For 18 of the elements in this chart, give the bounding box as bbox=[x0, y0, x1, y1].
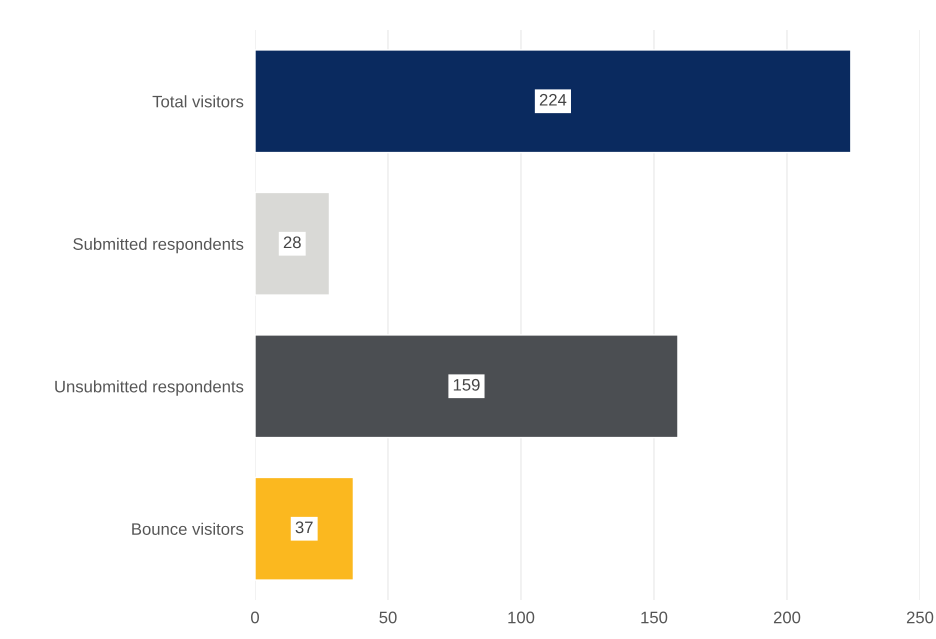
y-tick-label: Unsubmitted respondents bbox=[55, 380, 244, 396]
x-tick-label: 100 bbox=[508, 612, 534, 624]
y-tick-label: Submitted respondents bbox=[73, 238, 244, 254]
data-label: 159 bbox=[454, 378, 480, 391]
x-tick-label: 250 bbox=[906, 612, 934, 624]
y-tick-label: Total visitors bbox=[152, 95, 244, 108]
bar bbox=[255, 334, 679, 438]
data-label: 224 bbox=[540, 94, 566, 106]
bar bbox=[255, 192, 330, 296]
bar bbox=[255, 49, 852, 154]
data-label: 37 bbox=[296, 521, 313, 534]
y-tick-label: Bounce visitors bbox=[132, 522, 244, 535]
x-tick-label: 200 bbox=[774, 612, 800, 624]
data-label: 28 bbox=[284, 236, 301, 248]
x-tick-label: 0 bbox=[251, 612, 259, 624]
bar bbox=[255, 476, 354, 581]
x-tick-label: 50 bbox=[379, 612, 397, 624]
x-tick-label: 150 bbox=[641, 612, 668, 624]
